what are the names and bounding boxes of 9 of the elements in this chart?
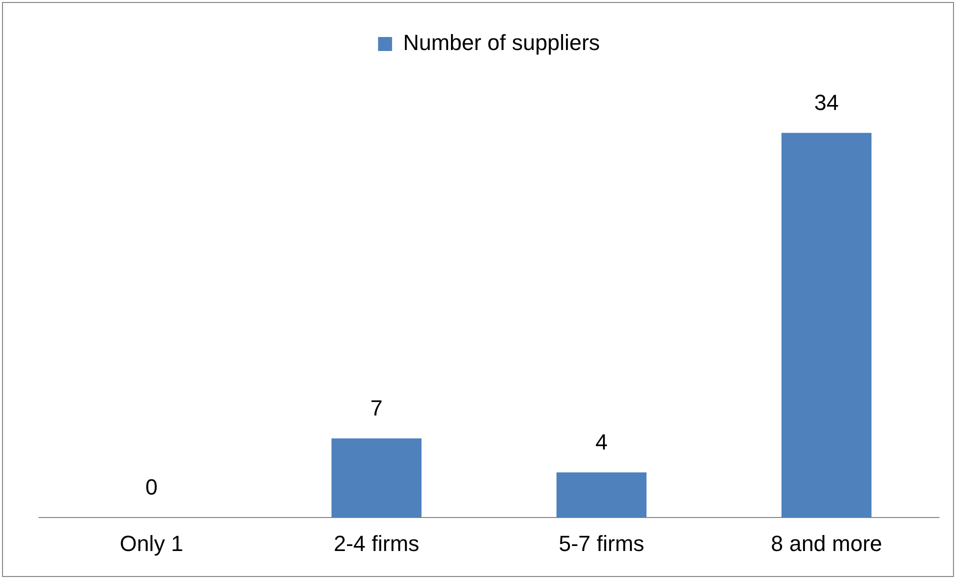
legend-label: Number of suppliers	[403, 30, 600, 56]
x-tick-label: 8 and more	[770, 530, 882, 556]
x-tick-label: Only 1	[120, 530, 184, 556]
data-label: 0	[145, 474, 158, 500]
data-label: 34	[814, 90, 839, 115]
x-tick-label: 2-4 firms	[334, 530, 420, 556]
x-tick-label: 5-7 firms	[558, 530, 644, 556]
data-label: 7	[370, 395, 383, 420]
data-label: 4	[595, 429, 608, 454]
